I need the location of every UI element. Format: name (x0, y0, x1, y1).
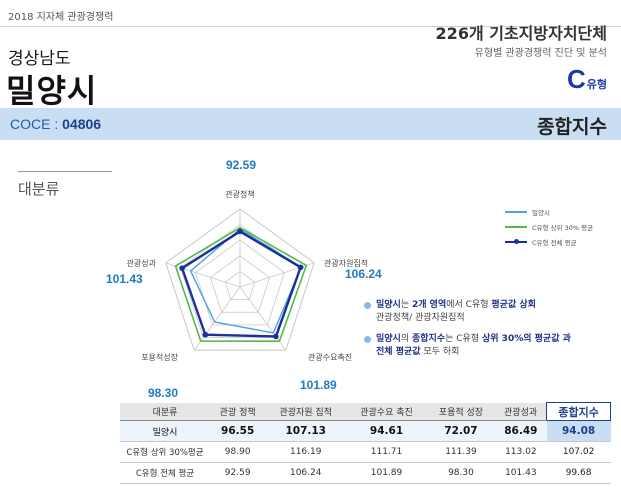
table-row: 밀양시 96.55 107.13 94.61 72.07 86.49 94.08 (120, 420, 611, 442)
province-name: 경상남도 (8, 49, 71, 69)
radar-point-overall (297, 264, 304, 271)
table-header-cell: 관광수요 촉진 (346, 402, 427, 421)
axis-label: 포용적성장 (141, 353, 178, 362)
legend-swatch-top30 (505, 226, 527, 228)
coce-label: COCE : 04806 (10, 116, 101, 132)
city-name: 밀양시 (6, 72, 98, 110)
axis-value-bubble: 98.30 (148, 386, 179, 400)
table-row: C유형 상위 30%평균 98.90 116.19 111.71 111.39 … (120, 441, 611, 463)
radar-grid-ring (195, 239, 285, 326)
note-composite-below: 밀양시의 종합지수는 C유형 상위 30%의 평균값 과 전체 평균값 모두 하… (364, 333, 571, 359)
radar-spoke (165, 262, 241, 288)
table-cell: 111.71 (346, 441, 427, 463)
radar-series-group (174, 226, 308, 343)
coce-code: 04806 (62, 116, 102, 132)
table-header-cell: 관광자원 집적 (265, 402, 347, 421)
coce-prefix: COCE : (10, 116, 63, 132)
note-bullet (364, 336, 371, 343)
radar-spoke (239, 286, 287, 351)
coce-bar (0, 108, 621, 140)
table-cell: 72.07 (426, 420, 495, 442)
legend-swatch-city (505, 211, 527, 213)
table-cell-composite: 99.68 (546, 462, 611, 484)
table-cell: 96.55 (210, 420, 266, 442)
table-cell: 116.19 (265, 441, 347, 463)
header-divider (0, 26, 621, 27)
table-cell: 98.30 (426, 462, 495, 484)
composite-index-title: 종합지수 (537, 116, 607, 138)
table-header-cell: 관광 정책 (210, 402, 266, 421)
note-line: 밀양시의 종합지수는 C유형 상위 30%의 평균값 과 (376, 334, 571, 344)
legend-label-city: 밀양시 (532, 209, 550, 217)
type-suffix: 유형 (586, 78, 607, 91)
note-line: 밀양시는 2개 영역에서 C유형 평균값 상회 (376, 300, 536, 310)
radar-series-top30 (174, 226, 308, 343)
type-letter: C (566, 64, 586, 94)
radar-chart (165, 208, 315, 351)
table-header-cell: 관광성과 (494, 402, 547, 421)
table-row-label: C유형 상위 30%평균 (120, 441, 210, 463)
radar-grid-ring (224, 270, 256, 301)
radar-point-overall (237, 228, 243, 235)
type-badge: C유형 (567, 64, 607, 95)
legend-label-overall: C유형 전체 평균 (532, 239, 577, 247)
section-divider (18, 171, 112, 172)
note-line: 관광정책/ 관광자원집적 (376, 313, 465, 323)
table-header-cell: 대분류 (120, 402, 210, 421)
table-row-label: C유형 전체 평균 (120, 462, 210, 484)
radar-grid-ring (165, 208, 315, 351)
axis-label: 관광정책 (225, 190, 255, 199)
axis-value-bubble: 92.59 (225, 158, 257, 172)
table-cell: 92.59 (210, 462, 266, 484)
axis-value-bubble: 106.24 (345, 267, 382, 281)
report-series-label: 2018 지자체 관광경쟁력 (8, 12, 114, 23)
table-cell: 101.43 (494, 462, 547, 484)
table-cell: 101.89 (346, 462, 427, 484)
axis-label: 관광성과 (126, 259, 156, 268)
note-bullet (364, 302, 371, 309)
radar-spoke (193, 286, 241, 351)
municipality-count-title: 226개 기초지방자치단체 (435, 24, 607, 43)
radar-point-overall (273, 333, 279, 340)
table-row-label: 밀양시 (120, 420, 210, 442)
table-header-composite: 종합지수 (546, 402, 611, 421)
radar-series-overall (180, 230, 302, 338)
score-table: 대분류 관광 정책 관광자원 집적 관광수요 촉진 포용적 성장 관광성과 종합… (120, 402, 611, 484)
radar-point-overall (202, 331, 209, 338)
table-cell: 98.90 (210, 441, 266, 463)
radar-grid-ring (209, 255, 271, 313)
axis-label: 관광자원집적 (324, 259, 369, 268)
table-cell: 94.61 (346, 420, 427, 442)
axis-value-bubble: 101.43 (106, 272, 143, 286)
table-cell: 111.39 (426, 441, 495, 463)
axis-label: 관광수요촉진 (308, 353, 353, 362)
legend-marker-overall (514, 239, 519, 244)
table-cell: 86.49 (494, 420, 547, 442)
table-cell: 106.24 (265, 462, 347, 484)
table-cell-composite: 94.08 (546, 420, 611, 442)
table-cell: 107.13 (265, 420, 347, 442)
report-subtitle: 유형별 관광경쟁력 진단 및 분석 (474, 48, 607, 59)
section-label: 대분류 (18, 180, 60, 198)
table-cell: 113.02 (494, 441, 547, 463)
radar-grid (165, 208, 315, 351)
table-header-cell: 포용적 성장 (426, 402, 495, 421)
radar-point-overall (179, 265, 185, 271)
note-line: 전체 평균값 모두 하회 (376, 347, 460, 357)
note-above-average: 밀양시는 2개 영역에서 C유형 평균값 상회 관광정책/ 관광자원집적 (364, 299, 536, 325)
table-row: C유형 전체 평균 92.59 106.24 101.89 98.30 101.… (120, 462, 611, 484)
legend-label-top30: C유형 상위 30% 평균 (532, 224, 594, 232)
table-header-row: 대분류 관광 정책 관광자원 집적 관광수요 촉진 포용적 성장 관광성과 종합… (120, 402, 611, 421)
axis-value-bubble: 101.89 (300, 378, 337, 392)
table-cell-composite: 107.02 (546, 441, 611, 463)
